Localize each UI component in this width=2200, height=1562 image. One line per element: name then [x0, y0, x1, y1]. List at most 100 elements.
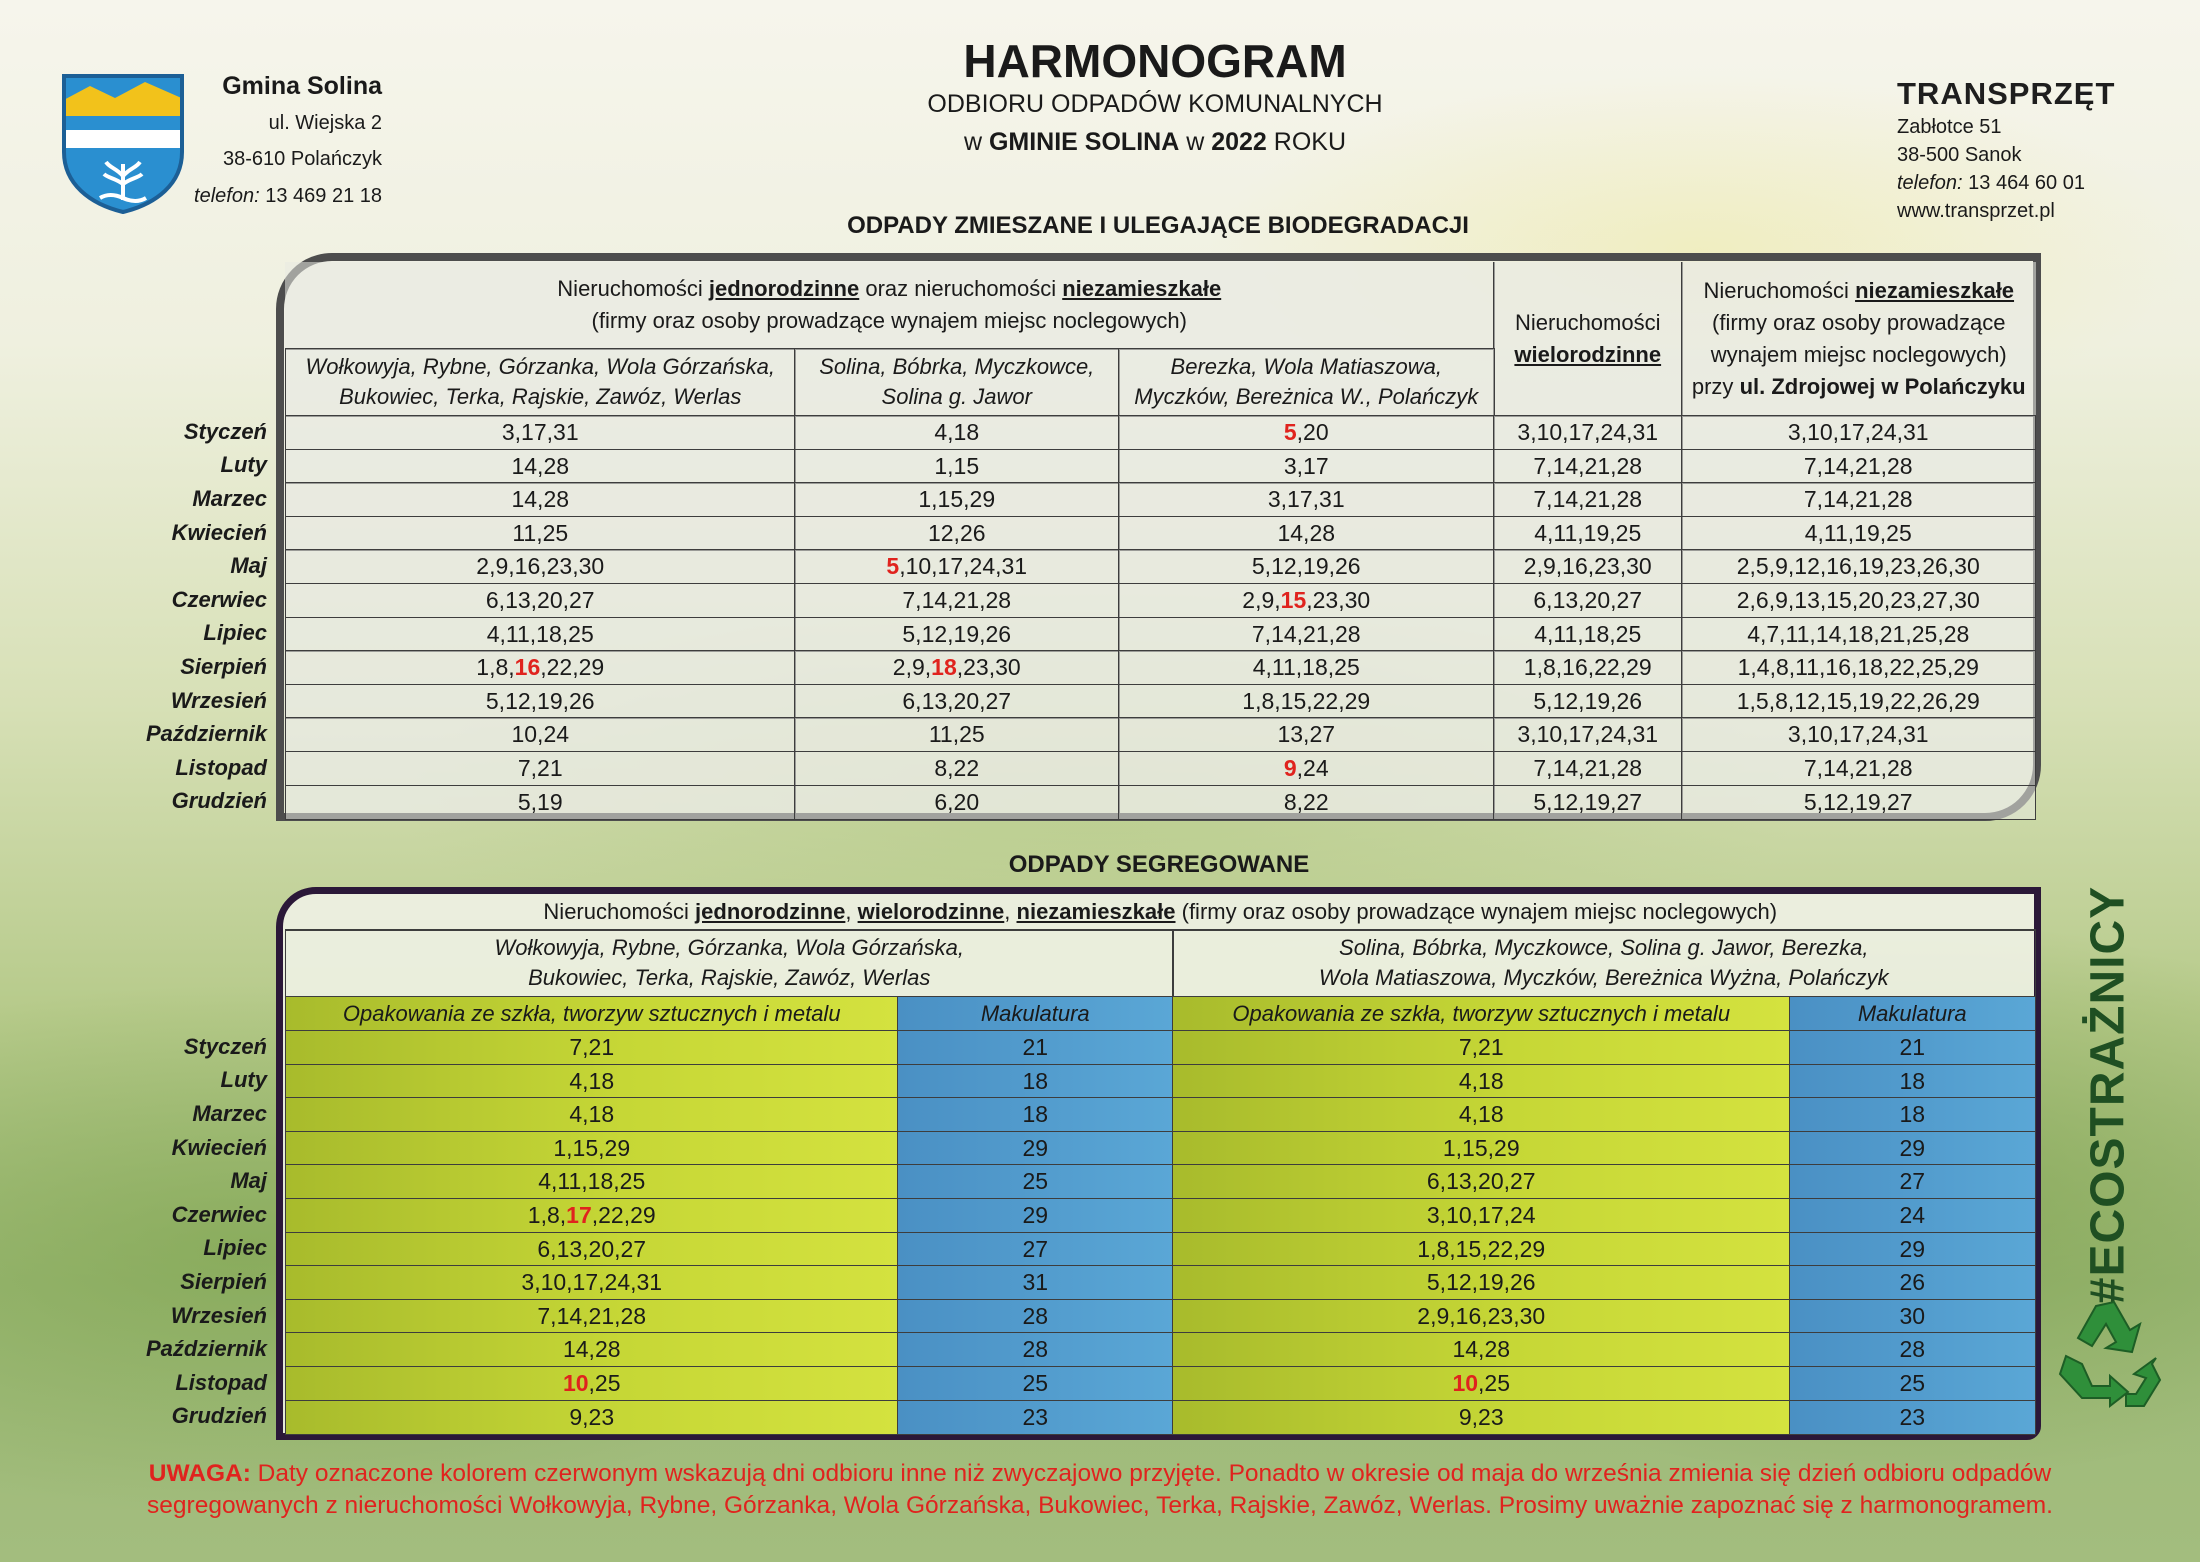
emphasis: GMINIE SOLINA: [988, 128, 1180, 156]
date-cell: 10,25: [285, 1366, 899, 1402]
date-cell-text: 18: [1022, 1067, 1049, 1094]
date-cell-text: ,20: [1296, 419, 1329, 446]
date-cell-text: 2,9,16,23,30: [476, 553, 605, 580]
date-cell-text: 14,28: [562, 1336, 621, 1363]
date-cell-text: 3,10,17,24,31: [1517, 419, 1659, 446]
emphasis: niezamieszkałe: [1855, 277, 2015, 303]
date-cell-text: 4,11,19,25: [1534, 519, 1642, 546]
text-line: Nieruchomości niezamieszkałe: [1703, 275, 2014, 307]
date-cell-text: 5,19: [517, 788, 563, 815]
date-cell-text: ,22,29: [540, 654, 605, 681]
group-header-text: (firmy oraz osoby prowadzące wynajem mie…: [591, 308, 1187, 334]
type-header-text: Makulatura: [980, 1001, 1090, 1027]
date-cell-text: 3,10,17,24,31: [1787, 721, 1929, 748]
date-cell: 6,13,20,27: [794, 683, 1120, 719]
municipality-name: Gmina Solina: [222, 72, 382, 100]
date-cell: 18: [897, 1097, 1174, 1133]
month-label: Listopad: [175, 1369, 267, 1395]
date-cell: 23: [897, 1399, 1174, 1435]
changed-date: 9: [1283, 755, 1297, 782]
date-cell-text: 6,13,20,27: [1533, 587, 1643, 614]
date-cell-text: 7,21: [1458, 1034, 1504, 1061]
date-cell: 3,10,17,24,31: [1681, 415, 2036, 451]
note-text: segregowanych z nieruchomości Wołkowyja,…: [147, 1492, 2053, 1519]
date-cell: 7,14,21,28: [1681, 482, 2036, 518]
emphasis: niezamieszkałe: [1062, 276, 1222, 302]
date-cell-text: 1,15: [934, 452, 980, 479]
date-cell: 6,13,20,27: [285, 583, 796, 619]
date-cell-text: 3,10,17,24,31: [1517, 721, 1659, 748]
month-label: Kwiecień: [171, 1134, 267, 1160]
emphasis: niezamieszkałe: [1016, 899, 1176, 925]
date-cell-text: 3,17,31: [501, 419, 579, 446]
text-line: Nieruchomości: [1515, 307, 1661, 339]
date-cell-text: 6,13,20,27: [902, 687, 1012, 714]
date-cell: 9,23: [285, 1399, 899, 1435]
date-cell-text: 1,15,29: [553, 1134, 631, 1161]
month-label: Marzec: [192, 1100, 267, 1126]
date-cell: 26: [1789, 1265, 2036, 1301]
date-cell-text: 4,18: [934, 419, 980, 446]
date-cell-text: 30: [1899, 1302, 1926, 1329]
column-header-text: wynajem miejsc noclegowych): [1710, 341, 2007, 367]
date-cell: 8,22: [1118, 784, 1495, 820]
area-header-text: Solina, Bóbrka, Myczkowce, Solina g. Jaw…: [1339, 935, 1869, 961]
date-cell: 5,20: [1118, 415, 1495, 451]
date-cell: 2,9,16,23,30: [285, 549, 796, 585]
date-cell: 4,18: [285, 1063, 899, 1099]
date-cell-text: ,24: [1296, 755, 1329, 782]
date-cell-text: 5,12,19,26: [1426, 1269, 1536, 1296]
subtitle-text: ROKU: [1266, 128, 1347, 156]
date-cell-text: 8,22: [934, 755, 980, 782]
date-cell-text: 28: [1022, 1302, 1049, 1329]
date-cell: 14,28: [1118, 515, 1495, 551]
changed-date: 10: [562, 1370, 589, 1397]
date-cell-text: 4,18: [1458, 1101, 1504, 1128]
date-cell-text: 5,12,19,26: [1533, 687, 1643, 714]
date-cell: 5,12,19,26: [1493, 683, 1683, 719]
date-cell: 27: [1789, 1164, 2036, 1200]
type-header-text: Opakowania ze szkła, tworzyw sztucznych …: [342, 1001, 841, 1027]
date-cell-text: 9,23: [1458, 1403, 1504, 1430]
date-cell: 21: [1789, 1030, 2036, 1066]
date-cell-text: 7,14,21,28: [1251, 620, 1361, 647]
date-cell-text: ,25: [588, 1370, 621, 1397]
date-cell-text: 27: [1899, 1168, 1926, 1195]
date-cell: 3,10,17,24: [1172, 1198, 1791, 1234]
date-cell-text: 18: [1899, 1067, 1926, 1094]
date-cell: 10,25: [1172, 1366, 1791, 1402]
emphasis: jednorodzinne: [695, 899, 846, 925]
date-cell: 6,13,20,27: [1493, 583, 1683, 619]
date-cell-text: 1,8,16,22,29: [1523, 654, 1652, 681]
date-cell-text: 6,13,20,27: [1426, 1168, 1536, 1195]
date-cell: 1,4,8,11,16,18,22,25,29: [1681, 650, 2036, 686]
area-header-text: Solina, Bóbrka, Myczkowce,: [819, 354, 1095, 380]
column-header-text: (firmy oraz osoby prowadzące: [1712, 309, 2006, 335]
date-cell: 25: [897, 1164, 1174, 1200]
text-line: telefon: 13 464 60 01: [1897, 172, 2085, 195]
date-cell-text: 25: [1899, 1370, 1926, 1397]
date-cell: 2,6,9,13,15,20,23,27,30: [1681, 583, 2036, 619]
date-cell-text: 4,18: [569, 1067, 615, 1094]
municipality-crest: [62, 74, 184, 215]
date-cell: 7,21: [285, 751, 796, 787]
group-header-text: ,: [845, 899, 858, 925]
date-cell-text: 4,11,18,25: [538, 1168, 646, 1195]
date-cell: 28: [1789, 1332, 2036, 1368]
date-cell-text: ,23,30: [1306, 587, 1371, 614]
date-cell: 14,28: [285, 1332, 899, 1368]
date-cell-text: 13,27: [1277, 721, 1336, 748]
type-header: Opakowania ze szkła, tworzyw sztucznych …: [285, 996, 899, 1032]
date-cell: 3,10,17,24,31: [285, 1265, 899, 1301]
date-cell-text: 4,18: [1458, 1067, 1504, 1094]
subtitle-text: w: [963, 128, 989, 156]
changed-date: 18: [931, 654, 957, 681]
date-cell-text: 10,24: [511, 721, 570, 748]
date-cell-text: 23: [1022, 1403, 1049, 1430]
area-header: Solina, Bóbrka, Myczkowce, Solina g. Jawo…: [794, 348, 1120, 417]
date-cell-text: 27: [1022, 1235, 1049, 1262]
date-cell: 5,12,19,26: [794, 616, 1120, 652]
date-cell-text: 7,14,21,28: [537, 1302, 647, 1329]
text-line: 5,20: [1284, 417, 1329, 448]
